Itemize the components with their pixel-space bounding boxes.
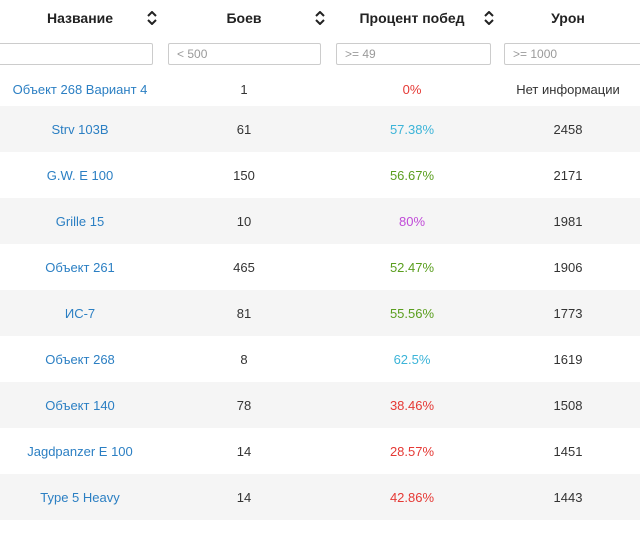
winrate-value: 57.38% — [389, 121, 435, 137]
table-row: Jagdpanzer E 100 14 28.57% 1451 — [0, 428, 640, 474]
winrate-value: 55.56% — [389, 305, 435, 321]
damage-value: 1981 — [553, 213, 583, 229]
vehicle-name-link[interactable]: Объект 140 — [45, 397, 115, 413]
damage-value: 1508 — [553, 397, 583, 413]
winrate-value: 42.86% — [389, 489, 435, 505]
filter-cell-winrate — [328, 36, 496, 73]
table-row: Объект 268 8 62.5% 1619 — [0, 336, 640, 382]
column-header-name-label: Название — [46, 10, 114, 26]
column-header-battles[interactable]: Боев — [160, 0, 328, 36]
battles-count: 150 — [233, 167, 255, 183]
table-header: Название Боев Процент побед Урон — [0, 0, 640, 36]
vehicle-name-link[interactable]: Объект 268 — [45, 351, 115, 367]
winrate-filter-input[interactable] — [336, 43, 491, 65]
filter-cell-damage — [496, 36, 640, 73]
winrate-value: 80% — [398, 213, 426, 229]
damage-value: 1906 — [553, 259, 583, 275]
battles-filter-input[interactable] — [168, 43, 321, 65]
vehicle-name-link[interactable]: Объект 261 — [45, 259, 115, 275]
battles-count: 78 — [236, 397, 252, 413]
table-row — [0, 520, 640, 560]
vehicle-name-link[interactable]: Jagdpanzer E 100 — [27, 443, 133, 459]
battles-count: 10 — [236, 213, 252, 229]
name-filter-input[interactable] — [0, 43, 153, 65]
table-row: Grille 15 10 80% 1981 — [0, 198, 640, 244]
column-header-winrate[interactable]: Процент побед — [328, 0, 496, 36]
damage-value: 1619 — [553, 351, 583, 367]
column-header-battles-label: Боев — [226, 10, 262, 26]
damage-value: 1451 — [553, 443, 583, 459]
sort-icon[interactable] — [484, 11, 494, 25]
table-row: Type 5 Heavy 14 42.86% 1443 — [0, 474, 640, 520]
filter-cell-name — [0, 36, 160, 73]
battles-count: 1 — [240, 82, 248, 97]
filter-row — [0, 36, 640, 73]
winrate-value: 28.57% — [389, 443, 435, 459]
vehicle-name-link[interactable]: Объект 268 Вариант 4 — [12, 82, 148, 97]
damage-value: 1443 — [553, 489, 583, 505]
column-header-damage-label: Урон — [551, 10, 585, 26]
winrate-value: 0% — [402, 82, 422, 97]
vehicle-name-link[interactable]: Grille 15 — [55, 213, 105, 229]
battles-count: 61 — [236, 121, 252, 137]
damage-filter-input[interactable] — [504, 43, 640, 65]
winrate-value: 62.5% — [393, 351, 431, 367]
damage-value: 1773 — [553, 305, 583, 321]
winrate-value: 38.46% — [389, 397, 435, 413]
damage-value: 2171 — [553, 167, 583, 183]
battles-count: 465 — [233, 259, 255, 275]
table-row: Объект 261 465 52.47% 1906 — [0, 244, 640, 290]
sort-icon[interactable] — [147, 11, 157, 25]
vehicle-name-link[interactable]: ИС-7 — [64, 305, 96, 321]
column-header-name[interactable]: Название — [0, 0, 160, 36]
table-row: Объект 140 78 38.46% 1508 — [0, 382, 640, 428]
table-body: Объект 268 Вариант 4 1 0% Нет информации… — [0, 73, 640, 560]
battles-count: 14 — [236, 489, 252, 505]
table-row: Объект 268 Вариант 4 1 0% Нет информации — [0, 73, 640, 106]
winrate-value: 56.67% — [389, 167, 435, 183]
winrate-value: 52.47% — [389, 259, 435, 275]
table-row: Strv 103B 61 57.38% 2458 — [0, 106, 640, 152]
battles-count: 8 — [240, 351, 248, 367]
filter-cell-battles — [160, 36, 328, 73]
column-header-damage[interactable]: Урон — [496, 0, 640, 36]
table-row: ИС-7 81 55.56% 1773 — [0, 290, 640, 336]
damage-value: Нет информации — [516, 82, 620, 97]
vehicle-name-link[interactable]: G.W. E 100 — [46, 167, 114, 183]
table-row: G.W. E 100 150 56.67% 2171 — [0, 152, 640, 198]
vehicle-name-link[interactable]: Strv 103B — [51, 121, 109, 137]
battles-count: 81 — [236, 305, 252, 321]
battles-count: 14 — [236, 443, 252, 459]
vehicle-name-link[interactable]: Type 5 Heavy — [40, 489, 120, 505]
damage-value: 2458 — [553, 121, 583, 137]
column-header-winrate-label: Процент побед — [359, 10, 465, 26]
sort-icon[interactable] — [315, 11, 325, 25]
